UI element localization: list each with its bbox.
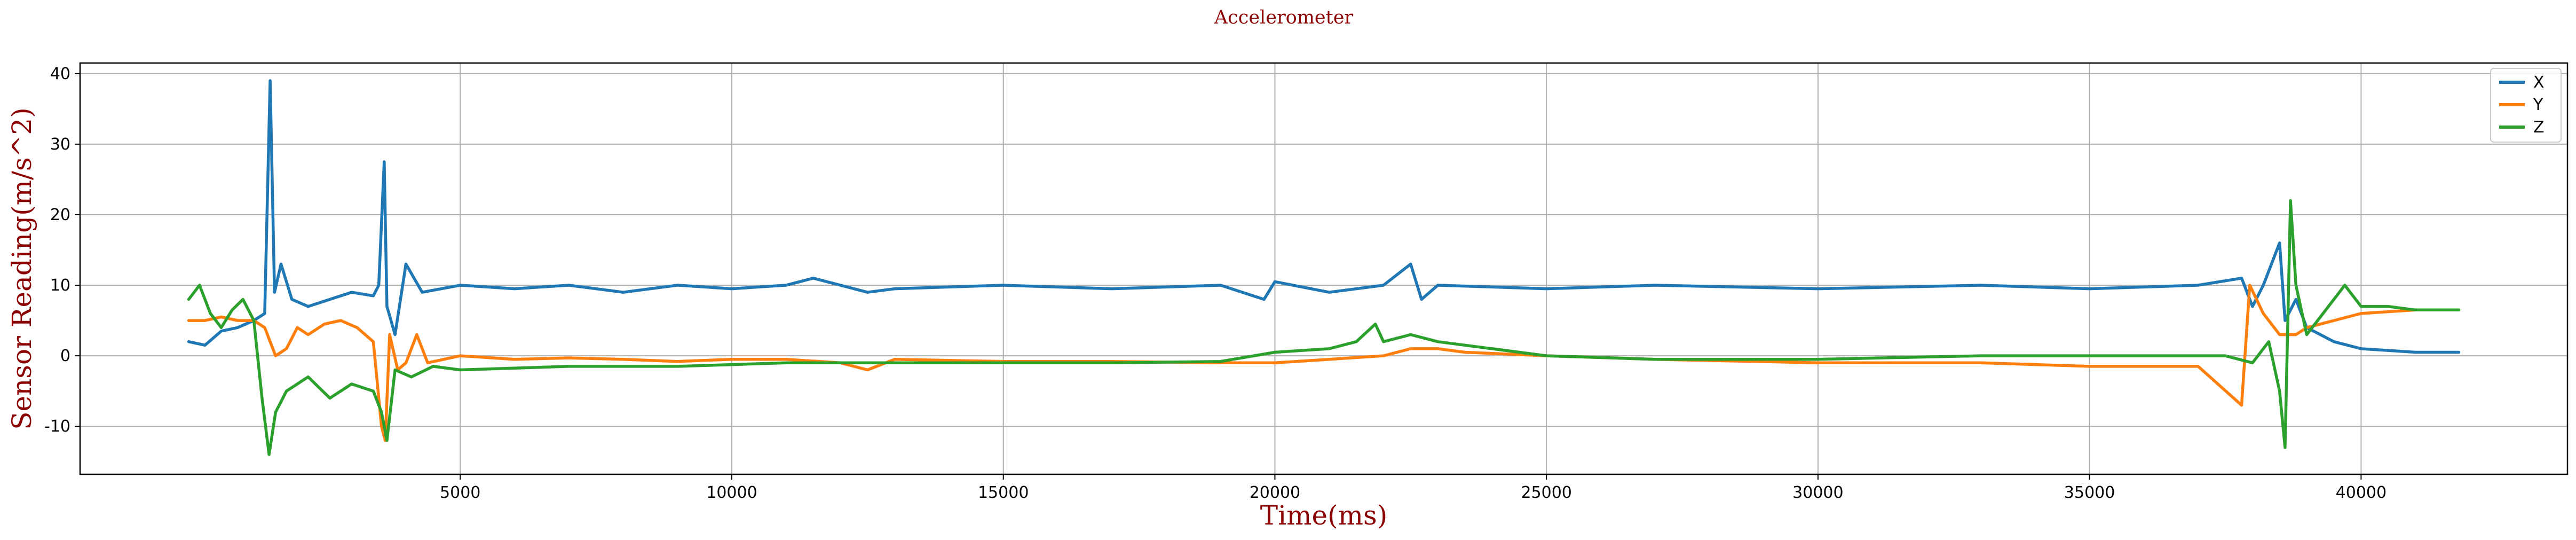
y-tick-label: -10 [44, 417, 70, 436]
y-tick-label: 10 [50, 276, 70, 295]
series-line-x [187, 79, 2461, 354]
chart-title: Accelerometer [1214, 7, 1354, 28]
legend: XYZ [2490, 68, 2562, 143]
x-axis-label: Time(ms) [1260, 500, 1387, 531]
x-tick-label: 10000 [706, 483, 757, 502]
legend-label-z: Z [2533, 118, 2545, 137]
y-axis-ticks: -10 0 10 20 30 40 [44, 65, 80, 436]
x-tick-label: 5000 [440, 483, 480, 502]
y-axis-label: Sensor Reading(m/s^2) [6, 107, 37, 430]
legend-box [2490, 68, 2562, 143]
plot-frame [79, 62, 2569, 475]
series-line-z [187, 199, 2461, 456]
legend-label-y: Y [2533, 96, 2543, 114]
x-tick-label: 35000 [2064, 483, 2115, 502]
grid-lines [80, 63, 2567, 474]
x-tick-label: 30000 [1792, 483, 1843, 502]
x-tick-label: 40000 [2336, 483, 2387, 502]
y-tick-label: 20 [50, 206, 70, 224]
y-tick-label: 40 [50, 65, 70, 83]
x-tick-label: 20000 [1250, 483, 1300, 502]
x-tick-label: 25000 [1521, 483, 1571, 502]
x-axis-ticks: 5000 10000 15000 20000 25000 30000 35000 40000 [440, 474, 2387, 502]
series-layer [187, 79, 2461, 456]
y-tick-label: 0 [60, 347, 70, 365]
series-line-y [187, 284, 2461, 442]
x-tick-label: 15000 [978, 483, 1029, 502]
y-tick-label: 30 [50, 135, 70, 154]
legend-label-x: X [2533, 73, 2545, 92]
